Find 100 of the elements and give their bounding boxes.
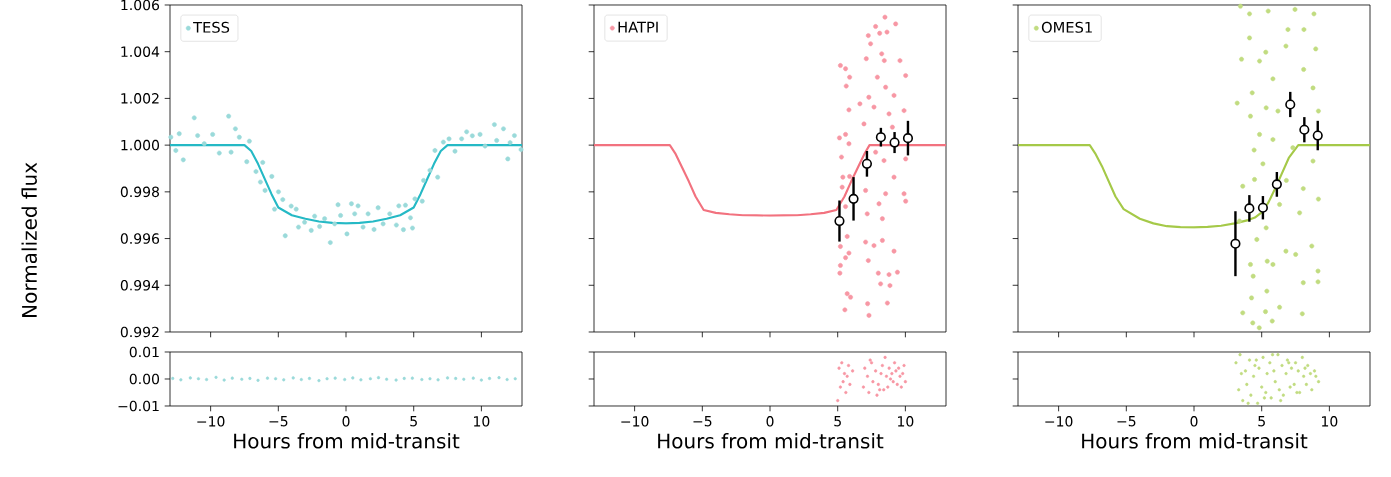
point [1257,131,1262,137]
point [889,137,900,148]
point [1262,396,1267,400]
y-tick-label: 0.00 [129,373,160,385]
point [895,382,899,386]
point [1299,124,1310,135]
point [1304,382,1308,386]
point [1296,369,1300,373]
point [1301,27,1307,32]
point [891,380,895,384]
point [1277,202,1282,207]
point [1303,366,1307,370]
point [1254,358,1258,362]
point [1301,67,1307,72]
point [1257,202,1268,213]
point [880,363,884,368]
point [1237,218,1242,224]
point [867,390,871,395]
point [1285,99,1296,110]
point [1302,374,1306,378]
point [890,371,894,376]
x-axis-title: Hours from mid-transit [234,433,460,449]
point [1273,380,1277,384]
point [1293,361,1298,365]
y-tick-label: −0.01 [118,400,159,412]
point [875,393,879,397]
point [1261,355,1265,359]
point [1299,311,1305,317]
point [1264,390,1268,395]
point [840,361,844,365]
y-tick-label: 0.998 [120,186,159,198]
point [1234,100,1240,106]
point [861,385,866,389]
point [1276,353,1280,357]
point [1263,309,1268,315]
point [869,361,874,365]
legend-label: HATPI [618,21,658,33]
point [1297,210,1303,216]
point [863,366,867,370]
point [861,158,873,169]
point [1316,108,1321,114]
point [1293,252,1299,257]
point [1241,398,1245,403]
legend-label: TESS [193,21,230,33]
point [903,380,907,384]
point [1300,280,1306,286]
point [1246,401,1250,405]
point [1230,238,1241,249]
point [842,371,847,376]
point [1234,361,1238,365]
point [1264,288,1270,294]
x-tick-label: 10 [474,416,490,427]
y-tick-label: 0.992 [120,326,159,338]
point [1308,371,1313,376]
point [1245,382,1249,386]
point [1316,196,1321,202]
point [845,374,849,378]
point [1277,304,1282,310]
point [1247,358,1252,362]
point [1265,8,1271,14]
point [1275,108,1281,114]
point [1269,318,1275,324]
point [1251,147,1257,153]
point [883,355,887,359]
x-tick-label: 5 [834,416,841,427]
point [878,388,882,392]
point [1292,7,1298,12]
x-tick-label: 5 [410,416,417,427]
x-tick-label: 10 [1322,416,1338,427]
point [888,377,893,381]
x-tick-label: −10 [621,416,649,427]
point [899,385,903,389]
point [1314,374,1318,378]
point [1240,310,1246,316]
point [1283,178,1289,183]
point [1280,363,1284,368]
y-tick-label: 1.002 [121,93,159,104]
y-tick-label: 0.994 [120,279,160,291]
point [1248,262,1253,267]
point [1309,243,1315,249]
point [1238,353,1242,357]
point [1253,363,1257,368]
point [1249,393,1253,397]
point [1254,237,1260,242]
point [838,385,843,389]
point [1310,388,1314,392]
point [894,369,898,373]
point [871,380,875,384]
point [1252,177,1257,182]
x-tick-label: −10 [197,416,225,427]
point [1256,325,1262,331]
point [1269,396,1273,400]
point [1272,369,1276,373]
point [1257,58,1262,64]
point [1292,382,1296,386]
point [1251,374,1256,378]
point [1239,56,1244,62]
point [1306,363,1310,368]
x-tick-label: 0 [342,416,350,427]
point [848,382,852,386]
